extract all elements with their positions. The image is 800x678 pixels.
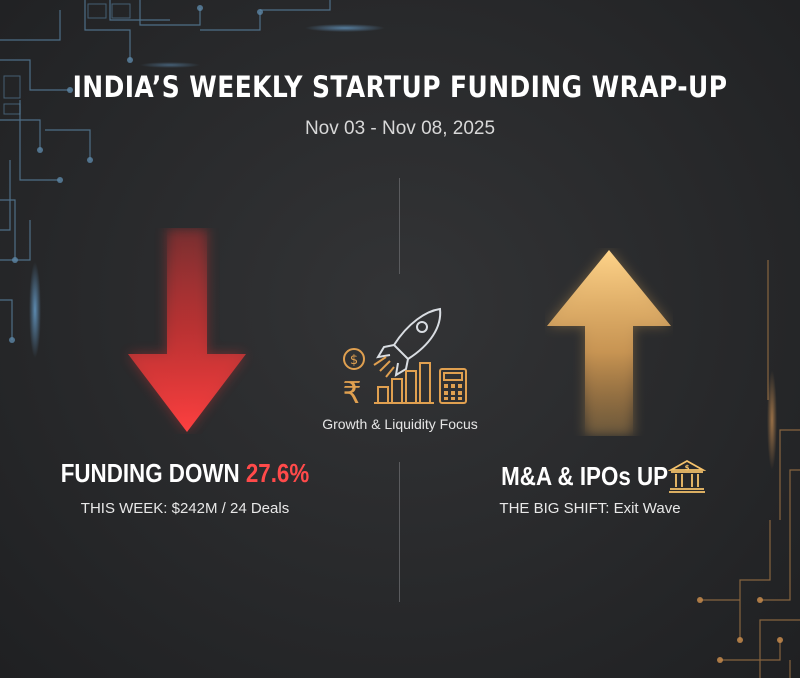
heading-prefix: FUNDING DOWN bbox=[60, 458, 240, 488]
center-label: Growth & Liquidity Focus bbox=[322, 416, 478, 432]
mna-ipo-heading-text: M&A & IPOs UP bbox=[501, 460, 669, 491]
funding-change-value: 27.6% bbox=[245, 458, 310, 488]
svg-text:$: $ bbox=[684, 464, 689, 472]
center-divider-bottom bbox=[399, 462, 400, 602]
exit-wave-subtext: THE BIG SHIFT: Exit Wave bbox=[499, 500, 681, 517]
funding-subtext: THIS WEEK: $242M / 24 Deals bbox=[80, 500, 290, 517]
calculator-icon bbox=[439, 368, 467, 404]
bar-chart-icon bbox=[374, 362, 434, 404]
svg-text:$: $ bbox=[350, 353, 358, 368]
bank-icon: $ bbox=[667, 459, 706, 493]
center-divider-top bbox=[399, 178, 400, 274]
mna-ipo-heading: M&A & IPOs UP $ bbox=[430, 458, 750, 494]
page-title: INDIA’S WEEKLY STARTUP FUNDING WRAP-UP bbox=[72, 70, 728, 104]
svg-text:₹: ₹ bbox=[342, 376, 361, 407]
arrow-up-icon bbox=[547, 250, 671, 436]
growth-graphic: $ ₹ bbox=[342, 307, 467, 407]
funding-down-heading: FUNDING DOWN 27.6% bbox=[26, 458, 344, 489]
coin-icon: $ bbox=[343, 348, 365, 370]
rocket-icon bbox=[373, 307, 442, 378]
rupee-icon: ₹ bbox=[342, 376, 361, 407]
arrow-down-icon bbox=[128, 228, 246, 432]
date-range: Nov 03 - Nov 08, 2025 bbox=[304, 118, 496, 139]
